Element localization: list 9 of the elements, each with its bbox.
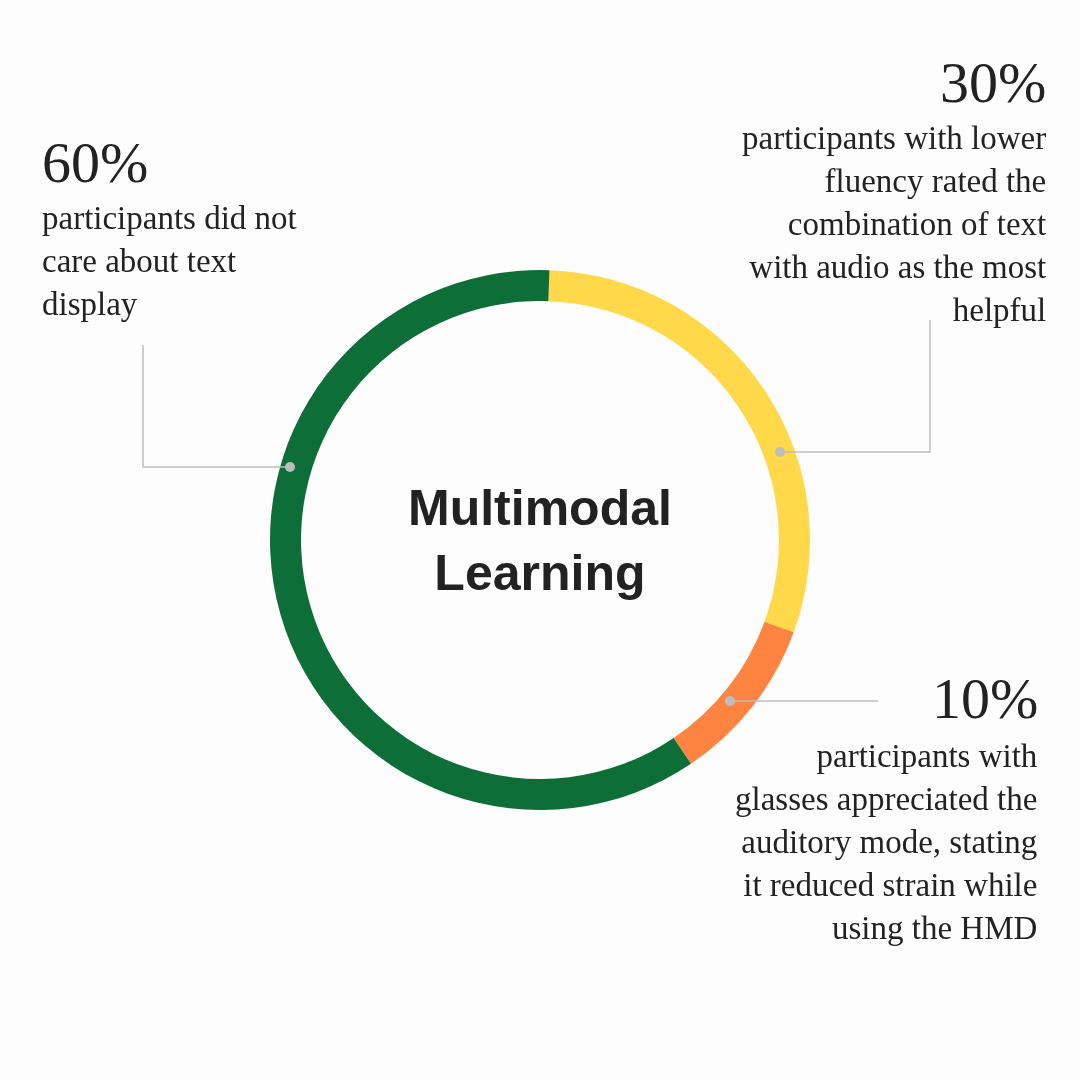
donut-slice xyxy=(673,621,794,764)
slice-label: participants with glasses appreciated the auditory mode, stating it reduced strain while using the HMD xyxy=(735,738,1038,946)
text: Multimodal Learning xyxy=(408,480,672,601)
data-label: 30% xyxy=(940,50,1047,115)
slice-label: participants with lower fluency rated the combination of text with audio as the most helpful xyxy=(742,120,1047,328)
donut-slice xyxy=(270,270,691,810)
data-label: 60% xyxy=(42,130,149,195)
data-label: 10% xyxy=(932,666,1039,731)
slice-label: participants did not care about text display xyxy=(42,200,297,322)
